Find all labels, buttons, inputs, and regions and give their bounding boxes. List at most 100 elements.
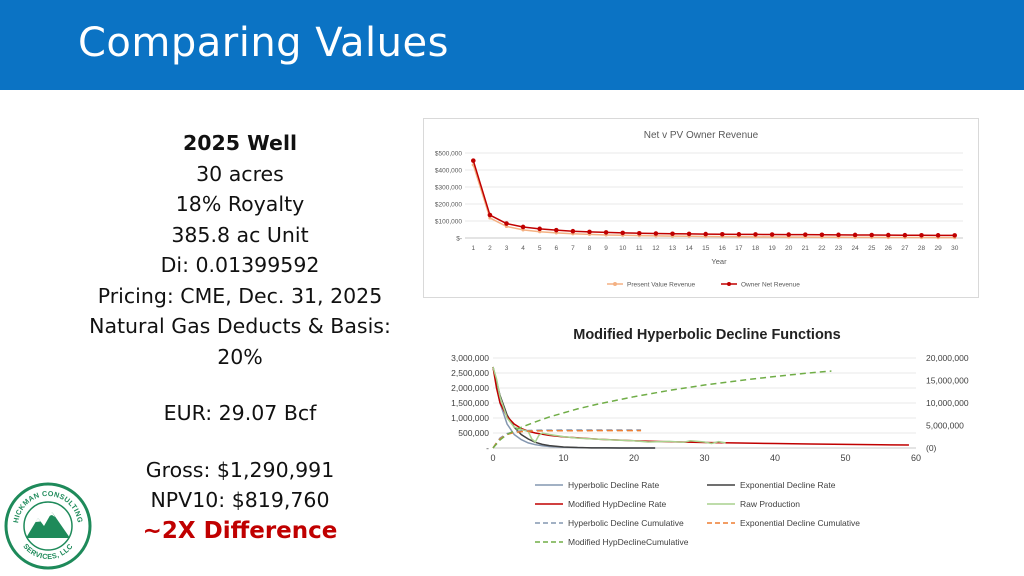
data-point [620,230,625,236]
x-tick-label: 1 [471,245,475,252]
x-tick-label: 2 [488,245,492,252]
y2-tick-label: 15,000,000 [926,376,969,386]
data-point [803,232,808,237]
data-point [919,232,924,238]
y-tick-label: $- [456,236,462,243]
data-point [537,226,542,232]
data-point [935,233,941,238]
y-tick-label: $300,000 [435,185,462,192]
data-point [471,158,476,163]
x-tick-label: 11 [636,245,643,252]
y-tick-label: 2,500,000 [451,368,489,378]
y-axis-labels: $- $100,000 $200,000 $300,000 $400,000 $500,0… [435,151,462,243]
data-point [487,212,493,218]
x-tick-label: 7 [571,245,575,252]
data-point [570,228,576,234]
data-point [504,221,509,226]
x-tick-label: 22 [818,245,826,252]
y-tick-label: 2,000,000 [451,383,489,393]
npv-text: NPV10: $819,760 [150,488,330,512]
x-tick-label: 60 [911,453,921,463]
y-tick-label: 500,000 [458,428,489,438]
data-point [520,224,526,230]
snowcap-icon [35,512,55,522]
x-tick-label: 30 [699,453,709,463]
y2-tick-label: 20,000,000 [926,353,969,363]
series-line-owner-net-revenue [472,160,955,237]
chart-border [423,118,979,298]
x-tick-label: 12 [652,245,660,252]
legend-label: Owner Net Revenue [741,281,800,288]
spacer [70,429,410,455]
company-logo: HICKMAN CONSULTING SERVICES, LLC [4,482,92,570]
data-point [587,229,592,235]
legend-label: Exponential Decline Cumulative [740,518,860,528]
pricing-text: Pricing: CME, Dec. 31, 2025 [97,283,383,308]
x-tick-label: 8 [588,245,592,252]
x-tick-label: 0 [490,453,495,463]
y-axis-labels: - 500,000 1,000,000 1,500,000 2,000,000 2,500… [451,353,489,453]
data-point [686,231,692,237]
legend-label: Present Value Revenue [627,281,696,288]
x-tick-label: 19 [768,245,776,252]
x-tick-label: 24 [851,245,859,252]
mountain-icon [26,512,70,538]
chart-title: Modified Hyperbolic Decline Functions [573,327,840,343]
legend-label: Hyperbolic Decline Rate [568,480,659,490]
deducts-value: 20% [217,344,263,369]
x-tick-label: 27 [901,245,909,252]
series-line-modified-hypdeclinecumulative [492,370,832,449]
x-tick-label: 25 [868,245,876,252]
x-tick-label: 28 [918,245,926,252]
title-bar: Comparing Values [0,0,1024,90]
x-tick-label: 23 [835,245,843,252]
legend-marker [613,282,617,286]
data-point [836,232,841,238]
x-tick-label: 9 [604,245,608,252]
unit-text: 385.8 ac Unit [171,222,309,247]
data-point [670,231,675,237]
legend-label: Raw Production [740,499,800,509]
well-heading: 2025 Well [182,131,298,155]
data-point [869,232,874,238]
x-tick-label: 14 [685,245,693,252]
deducts-text: Natural Gas Deducts & Basis: [89,314,391,338]
x-tick-label: 40 [770,453,780,463]
x-axis-title: Year [711,257,727,266]
legend-label: Modified HypDeclineCumulative [568,537,689,547]
net-pv-revenue-chart: Net v PV Owner Revenue $- $100,000 $200,00… [423,118,979,298]
data-point [886,232,891,238]
plot-series [492,366,909,449]
y2-axis-labels: (0) 5,000,000 10,000,000 15,000,000 20,000,0… [926,353,969,453]
series-line-present-value-revenue [472,164,955,239]
y2-tick-label: 10,000,000 [926,398,969,408]
x-tick-label: 21 [802,245,810,252]
data-point [637,230,642,236]
data-point [786,232,791,237]
y-tick-label: - [486,443,489,453]
x-tick-label: 13 [669,245,677,252]
data-point [736,232,742,237]
x-tick-label: 20 [785,245,793,252]
legend-label: Hyperbolic Decline Cumulative [568,518,684,528]
x-tick-label: 30 [951,245,959,252]
x-tick-label: 20 [629,453,639,463]
x-tick-label: 29 [934,245,942,252]
acres-text: 30 acres [196,161,284,186]
plot-series [471,158,957,240]
data-point [952,233,957,238]
data-point [653,231,659,236]
data-point [720,231,725,237]
y-tick-label: $500,000 [435,151,462,158]
x-tick-label: 16 [719,245,727,252]
y-tick-label: $400,000 [435,168,462,175]
y-tick-label: $100,000 [435,219,462,226]
data-point [769,232,775,237]
spacer [70,372,410,398]
data-point [554,227,559,233]
legend: Hyperbolic Decline Rate Exponential Decli… [535,480,860,547]
x-tick-label: 50 [840,453,850,463]
x-tick-label: 4 [521,245,525,252]
y-tick-label: $200,000 [435,202,462,209]
x-tick-label: 17 [735,245,743,252]
